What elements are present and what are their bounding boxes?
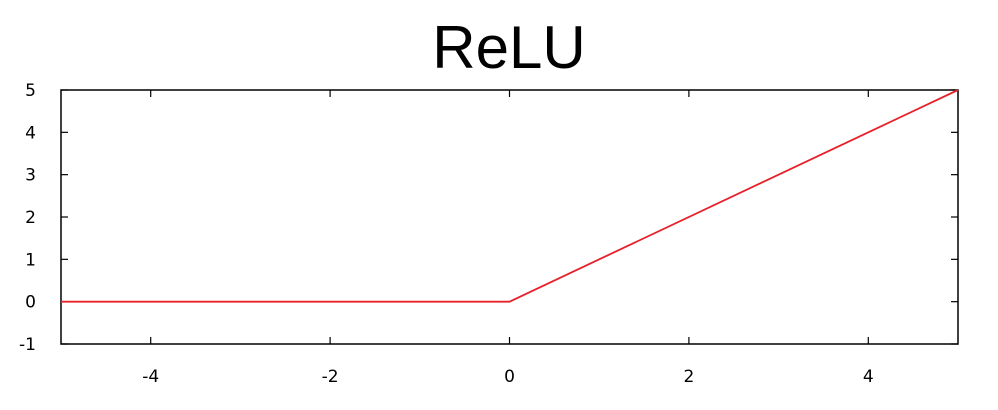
y-tick-label: 4 [25,123,36,143]
x-tick-label: -4 [142,367,159,387]
y-tick-label: 2 [25,208,36,228]
y-tick-label: -1 [19,335,36,355]
plot-frame [60,89,959,345]
y-tick-label: 1 [25,250,36,270]
x-tick-label: 0 [504,367,515,387]
y-tick-label: 5 [25,81,36,101]
x-tick-label: 2 [683,367,694,387]
y-tick-label: 3 [25,166,36,186]
tick-marks [61,89,958,345]
x-tick-label: 4 [863,367,874,387]
data-series [61,89,959,303]
y-tick-label: 0 [25,293,36,313]
x-tick-label: -2 [322,367,339,387]
tick-labels: -4 -2 0 2 4 -1 0 1 2 3 4 5 [19,81,874,387]
relu-series-line [61,89,959,303]
chart-title: ReLU [432,14,585,81]
